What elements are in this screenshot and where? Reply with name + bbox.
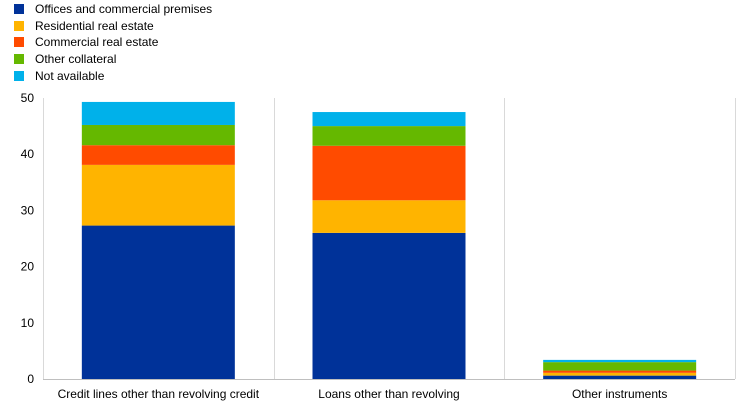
y-tick-label: 30 xyxy=(21,203,35,217)
y-tick-label: 0 xyxy=(27,372,34,386)
legend-item: Commercial real estate xyxy=(14,34,212,51)
legend-item: Other collateral xyxy=(14,51,212,68)
legend-label: Other collateral xyxy=(35,52,117,67)
bar-segment xyxy=(543,375,697,379)
legend-swatch xyxy=(14,20,24,31)
legend-swatch xyxy=(14,4,24,15)
legend-item: Offices and commercial premises xyxy=(14,1,212,18)
y-tick-label: 40 xyxy=(21,147,35,161)
bar-segment xyxy=(81,124,235,146)
legend-label: Not available xyxy=(35,68,105,83)
x-tick-label: Credit lines other than revolving credit xyxy=(58,387,260,401)
legend-label: Commercial real estate xyxy=(35,35,159,50)
legend-item: Not available xyxy=(14,67,212,84)
bar-segment xyxy=(543,370,697,373)
bar-segment xyxy=(543,359,697,363)
bar-segment xyxy=(312,145,466,201)
bar-segment xyxy=(312,112,466,127)
bar-segment xyxy=(543,362,697,371)
bar-segment xyxy=(312,200,466,233)
bar-segment xyxy=(312,232,466,379)
legend-label: Residential real estate xyxy=(35,18,154,33)
bar-segment xyxy=(81,145,235,165)
bar-segment xyxy=(81,225,235,379)
legend-label: Offices and commercial premises xyxy=(35,2,213,17)
x-tick-label: Loans other than revolving xyxy=(318,387,459,401)
legend-swatch xyxy=(14,70,24,81)
y-tick-label: 50 xyxy=(21,91,35,105)
legend-swatch xyxy=(14,37,24,48)
y-tick-label: 20 xyxy=(21,260,35,274)
bar-segment xyxy=(81,101,235,125)
legend-swatch xyxy=(14,54,24,65)
bar-segment xyxy=(312,126,466,146)
y-tick-label: 10 xyxy=(21,316,35,330)
legend-item: Residential real estate xyxy=(14,18,212,35)
bar-segment xyxy=(543,372,697,376)
chart-legend: Offices and commercial premises Residenti… xyxy=(14,1,212,84)
x-tick-label: Other instruments xyxy=(572,387,667,401)
bar-segment xyxy=(81,164,235,226)
